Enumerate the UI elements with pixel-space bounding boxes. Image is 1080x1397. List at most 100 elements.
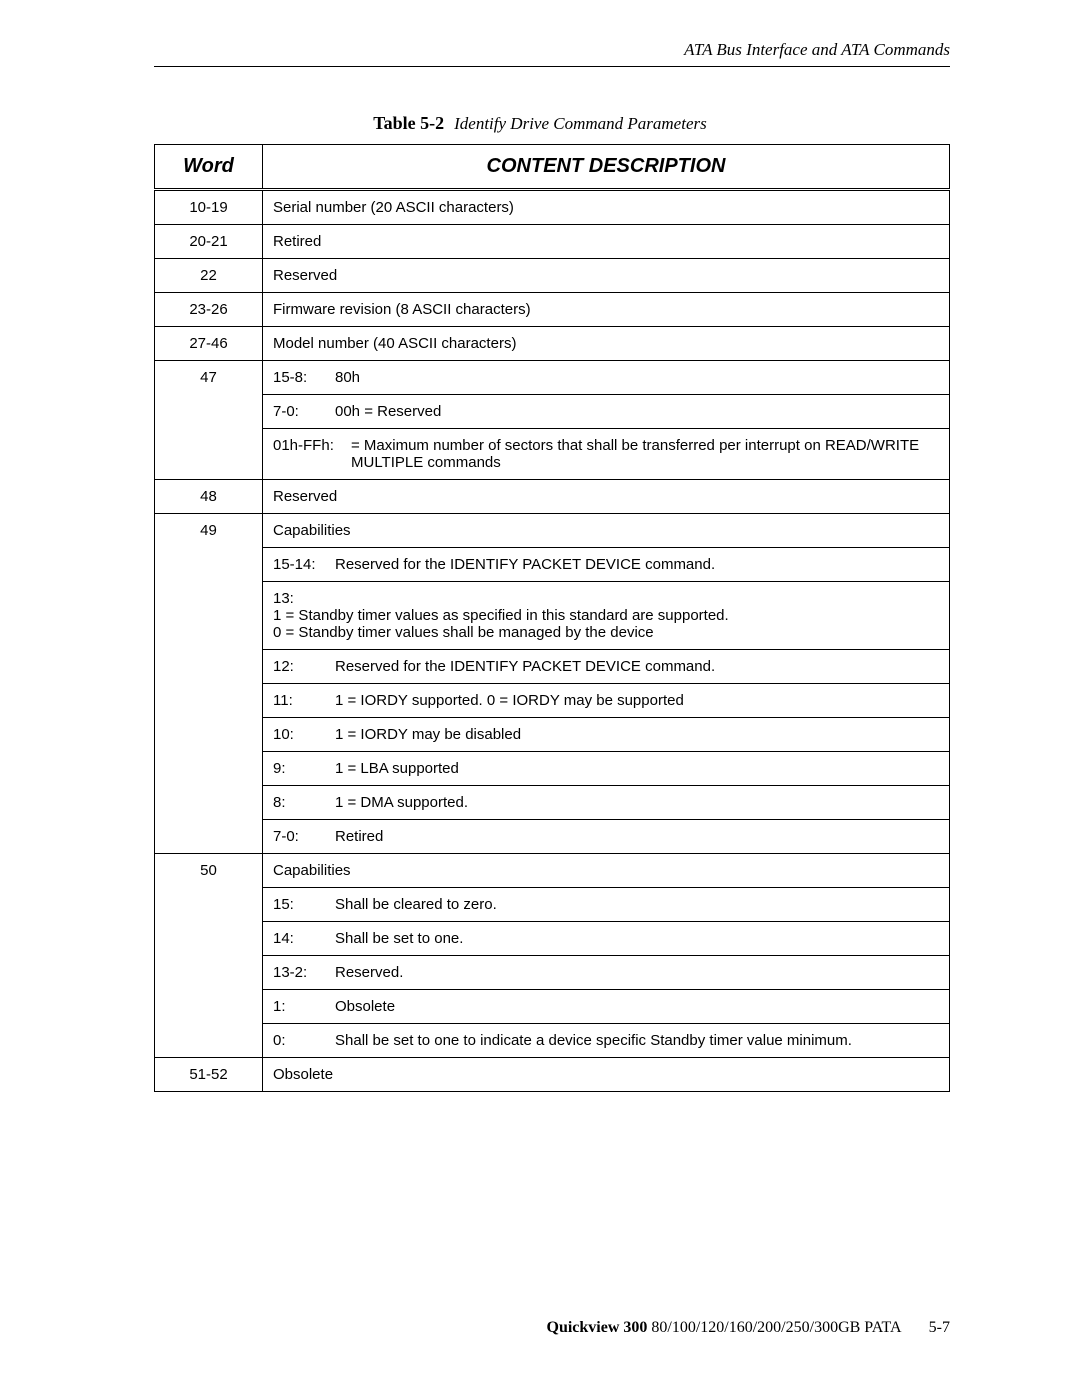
- cell-desc: Retired: [263, 225, 950, 259]
- cell-desc: 15-14:Reserved for the IDENTIFY PACKET D…: [263, 548, 950, 582]
- bit-label: 0:: [273, 1032, 335, 1049]
- cell-word: [155, 820, 263, 854]
- header-rule: [154, 66, 950, 67]
- table-row: 13-2:Reserved.: [155, 956, 950, 990]
- table-row: 13:1 = Standby timer values as specified…: [155, 582, 950, 650]
- cell-desc: 13-2:Reserved.: [263, 956, 950, 990]
- table-row: 51-52Obsolete: [155, 1058, 950, 1092]
- table-row: 48Reserved: [155, 480, 950, 514]
- bit-label: 01h-FFh:: [273, 437, 351, 454]
- table-header-row: Word CONTENT DESCRIPTION: [155, 145, 950, 190]
- cell-word: 20-21: [155, 225, 263, 259]
- bit-label: 14:: [273, 930, 335, 947]
- bit-label: 12:: [273, 658, 335, 675]
- cell-word: [155, 990, 263, 1024]
- bit-text: 00h = Reserved: [335, 403, 939, 420]
- table-row: 8:1 = DMA supported.: [155, 786, 950, 820]
- cell-word: [155, 786, 263, 820]
- cell-desc: Obsolete: [263, 1058, 950, 1092]
- bit-label: 7-0:: [273, 403, 335, 420]
- multi-line: 1 = Standby timer values as specified in…: [273, 607, 939, 624]
- cell-desc: 0:Shall be set to one to indicate a devi…: [263, 1024, 950, 1058]
- cell-word: [155, 650, 263, 684]
- cell-desc: 15-8:80h: [263, 361, 950, 395]
- table-row: 22Reserved: [155, 259, 950, 293]
- cell-desc: Serial number (20 ASCII characters): [263, 190, 950, 225]
- cell-desc: Model number (40 ASCII characters): [263, 327, 950, 361]
- cell-desc: 7-0:00h = Reserved: [263, 395, 950, 429]
- cell-desc: 12:Reserved for the IDENTIFY PACKET DEVI…: [263, 650, 950, 684]
- col-word: Word: [155, 145, 263, 190]
- cell-desc: Capabilities: [263, 854, 950, 888]
- table-row: 27-46Model number (40 ASCII characters): [155, 327, 950, 361]
- cell-desc: 11:1 = IORDY supported. 0 = IORDY may be…: [263, 684, 950, 718]
- bit-label: 13-2:: [273, 964, 335, 981]
- bit-text: 1 = DMA supported.: [335, 794, 939, 811]
- bit-label: 15-14:: [273, 556, 335, 573]
- bit-text: Reserved for the IDENTIFY PACKET DEVICE …: [335, 556, 939, 573]
- cell-word: [155, 684, 263, 718]
- bit-text: Shall be set to one to indicate a device…: [335, 1032, 939, 1049]
- bit-text: Reserved.: [335, 964, 939, 981]
- table-row: 23-26Firmware revision (8 ASCII characte…: [155, 293, 950, 327]
- bit-text: 1 = LBA supported: [335, 760, 939, 777]
- bit-text: Reserved for the IDENTIFY PACKET DEVICE …: [335, 658, 939, 675]
- table-row: 7-0:00h = Reserved: [155, 395, 950, 429]
- footer-page: 5-7: [929, 1319, 950, 1336]
- footer-spec: 80/100/120/160/200/250/300GB PATA: [647, 1319, 900, 1336]
- cell-word: [155, 888, 263, 922]
- cell-word: [155, 752, 263, 786]
- bit-text: = Maximum number of sectors that shall b…: [351, 437, 939, 471]
- bit-label: 8:: [273, 794, 335, 811]
- cell-desc: 8:1 = DMA supported.: [263, 786, 950, 820]
- bit-label: 15-8:: [273, 369, 335, 386]
- cell-word: [155, 429, 263, 480]
- table-row: 20-21Retired: [155, 225, 950, 259]
- cell-word: 10-19: [155, 190, 263, 225]
- bit-label: 11:: [273, 692, 335, 709]
- table-row: 15:Shall be cleared to zero.: [155, 888, 950, 922]
- cell-desc: 01h-FFh:= Maximum number of sectors that…: [263, 429, 950, 480]
- cell-desc: 7-0:Retired: [263, 820, 950, 854]
- bit-label: 15:: [273, 896, 335, 913]
- bit-label: 1:: [273, 998, 335, 1015]
- table-row: 9:1 = LBA supported: [155, 752, 950, 786]
- multi-line: 0 = Standby timer values shall be manage…: [273, 624, 939, 641]
- table-row: 0:Shall be set to one to indicate a devi…: [155, 1024, 950, 1058]
- table-row: 01h-FFh:= Maximum number of sectors that…: [155, 429, 950, 480]
- cell-desc: Capabilities: [263, 514, 950, 548]
- cell-desc: 15:Shall be cleared to zero.: [263, 888, 950, 922]
- table-row: 12:Reserved for the IDENTIFY PACKET DEVI…: [155, 650, 950, 684]
- cell-word: [155, 582, 263, 650]
- table-row: 7-0:Retired: [155, 820, 950, 854]
- multi-line: 13:: [273, 590, 939, 607]
- bit-text: 1 = IORDY may be disabled: [335, 726, 939, 743]
- bit-label: 10:: [273, 726, 335, 743]
- cell-word: 23-26: [155, 293, 263, 327]
- cell-word: 22: [155, 259, 263, 293]
- cell-word: 48: [155, 480, 263, 514]
- cell-desc: Reserved: [263, 480, 950, 514]
- cell-desc: 9:1 = LBA supported: [263, 752, 950, 786]
- cell-word: [155, 395, 263, 429]
- cell-word: [155, 548, 263, 582]
- bit-text: 80h: [335, 369, 939, 386]
- cell-word: 51-52: [155, 1058, 263, 1092]
- table-label: Table 5-2: [373, 113, 444, 133]
- bit-text: Shall be cleared to zero.: [335, 896, 939, 913]
- bit-text: Obsolete: [335, 998, 939, 1015]
- table-row: 11:1 = IORDY supported. 0 = IORDY may be…: [155, 684, 950, 718]
- cell-desc: Firmware revision (8 ASCII characters): [263, 293, 950, 327]
- table-row: 4715-8:80h: [155, 361, 950, 395]
- table-row: 49Capabilities: [155, 514, 950, 548]
- bit-label: 9:: [273, 760, 335, 777]
- table-row: 15-14:Reserved for the IDENTIFY PACKET D…: [155, 548, 950, 582]
- cell-desc: 14:Shall be set to one.: [263, 922, 950, 956]
- col-desc: CONTENT DESCRIPTION: [263, 145, 950, 190]
- bit-text: 1 = IORDY supported. 0 = IORDY may be su…: [335, 692, 939, 709]
- cell-word: 49: [155, 514, 263, 548]
- bit-text: Retired: [335, 828, 939, 845]
- cell-desc: Reserved: [263, 259, 950, 293]
- cell-word: 27-46: [155, 327, 263, 361]
- table-title: Identify Drive Command Parameters: [454, 114, 707, 133]
